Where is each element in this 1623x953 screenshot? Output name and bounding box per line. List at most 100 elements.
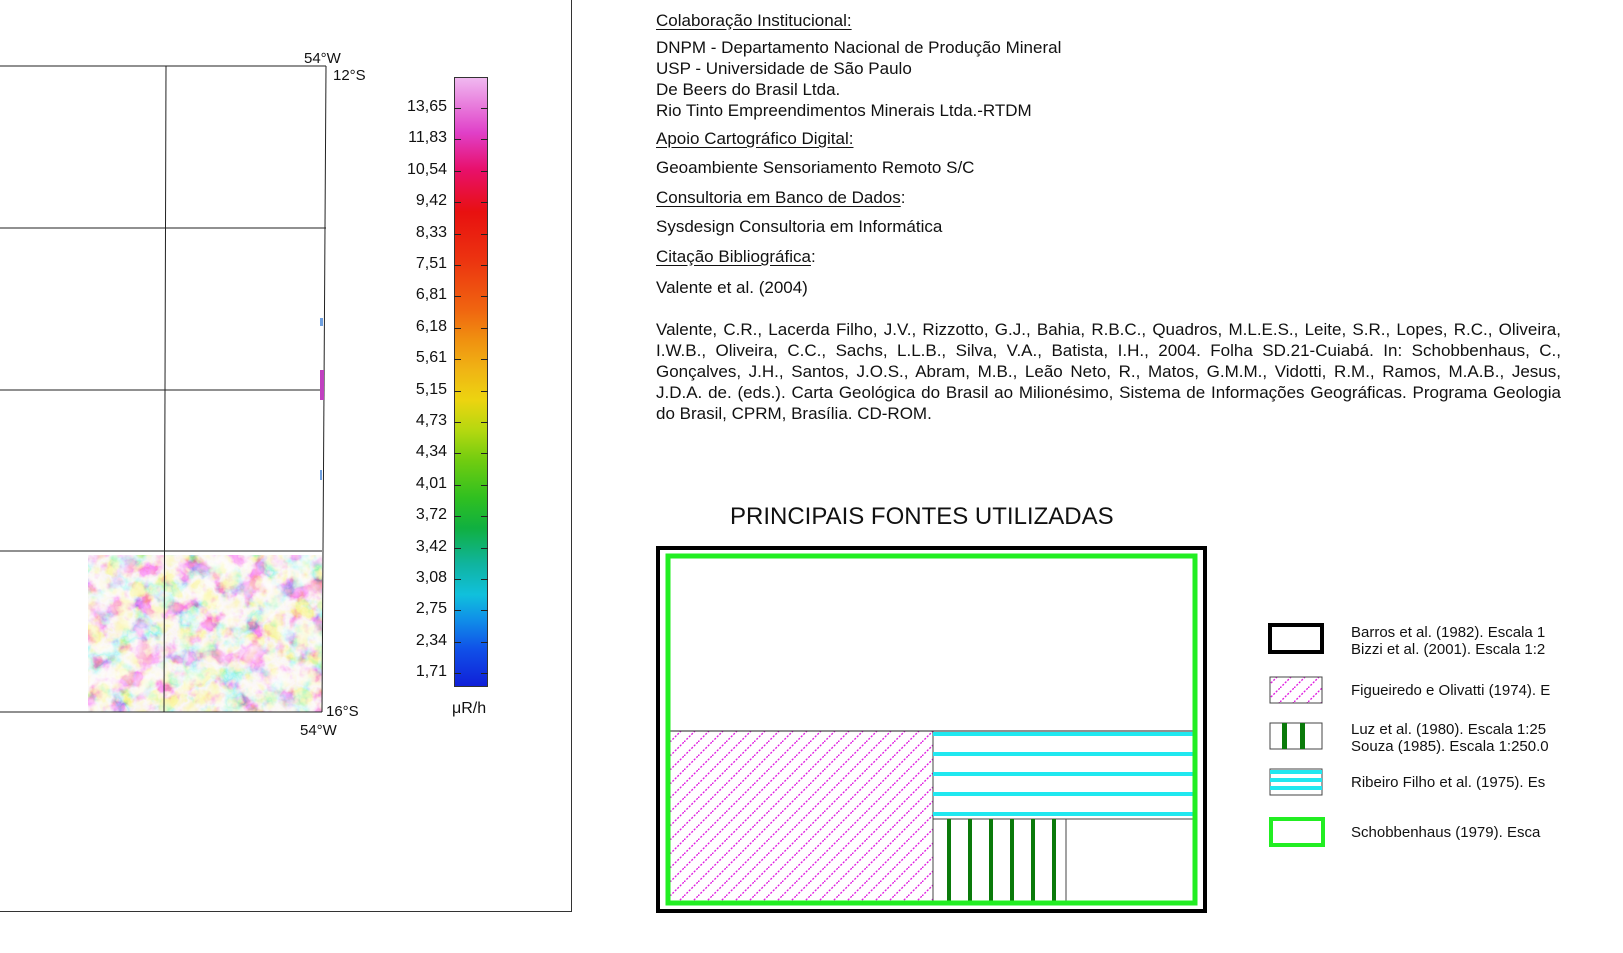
scale-tick <box>454 296 461 297</box>
legend-symbol-ribeiro <box>1266 766 1328 798</box>
scale-tick <box>454 610 461 611</box>
scale-tick <box>454 642 461 643</box>
apoio-text: Geoambiente Sensoriamento Remoto S/C <box>656 157 974 178</box>
scale-tick <box>454 359 461 360</box>
scale-tick <box>481 234 488 235</box>
color-scale-labels: 13,65 11,83 10,54 9,42 8,33 7,51 6,81 6,18 5,61 5… <box>397 77 451 687</box>
scale-tick <box>481 453 488 454</box>
sources-title: PRINCIPAIS FONTES UTILIZADAS <box>730 503 1114 531</box>
citation-text: Valente, C.R., Lacerda Filho, J.V., Rizz… <box>656 319 1561 424</box>
legend-label-barros: Barros et al. (1982). Escala 1 Bizzi et … <box>1351 624 1545 658</box>
legend-line: Barros et al. (1982). Escala 1 <box>1351 624 1545 641</box>
scale-label: 5,61 <box>397 349 447 367</box>
scale-tick <box>481 139 488 140</box>
scale-tick <box>454 485 461 486</box>
colab-line: USP - Universidade de São Paulo <box>656 58 1061 79</box>
legend-symbol-luz <box>1266 720 1328 752</box>
scale-label: 10,54 <box>397 161 447 179</box>
scale-tick <box>481 579 488 580</box>
colab-line: Rio Tinto Empreendimentos Minerais Ltda.… <box>656 100 1061 121</box>
coord-bottom-lat: 16°S <box>326 703 359 720</box>
scale-tick <box>481 265 488 266</box>
scale-tick <box>481 485 488 486</box>
scale-label: 4,73 <box>397 412 447 430</box>
legend-symbol-schobbenhaus <box>1266 814 1328 850</box>
area-figueiredo <box>668 731 933 903</box>
citacao-heading-wrap: Citação Bibliográfica: <box>656 247 816 267</box>
coord-bottom-lon: 54°W <box>300 722 337 739</box>
scale-tick <box>454 265 461 266</box>
scale-tick <box>454 202 461 203</box>
scale-tick <box>481 202 488 203</box>
scale-tick <box>481 516 488 517</box>
area-luz-souza <box>933 819 1066 903</box>
legend-line: Luz et al. (1980). Escala 1:25 <box>1351 721 1549 738</box>
consult-colon: : <box>901 188 906 207</box>
legend-symbol-barros <box>1266 620 1328 658</box>
scale-label: 4,34 <box>397 443 447 461</box>
radiometric-data-patch <box>88 555 322 712</box>
scale-tick <box>454 108 461 109</box>
scale-label: 6,18 <box>397 318 447 336</box>
scale-label: 1,71 <box>397 663 447 681</box>
legend-line: Souza (1985). Escala 1:250.0 <box>1351 738 1549 755</box>
colab-line: DNPM - Departamento Nacional de Produção… <box>656 37 1061 58</box>
consult-heading: Consultoria em Banco de Dados <box>656 188 901 207</box>
colab-list: DNPM - Departamento Nacional de Produção… <box>656 37 1061 121</box>
scale-tick <box>481 108 488 109</box>
scale-label: 6,81 <box>397 286 447 304</box>
scale-tick <box>481 328 488 329</box>
scale-label: 3,72 <box>397 506 447 524</box>
legend-label-figueiredo: Figueiredo e Olivatti (1974). E <box>1351 682 1550 699</box>
scale-tick <box>454 391 461 392</box>
scale-tick <box>454 516 461 517</box>
scale-tick <box>454 548 461 549</box>
scale-label: 11,83 <box>397 129 447 147</box>
scale-label: 3,08 <box>397 569 447 587</box>
scale-tick <box>481 171 488 172</box>
consult-heading-wrap: Consultoria em Banco de Dados: <box>656 188 905 208</box>
legend-symbol-figueiredo <box>1266 674 1328 706</box>
citacao-short: Valente et al. (2004) <box>656 277 808 298</box>
scale-label: 9,42 <box>397 192 447 210</box>
legend-line: Bizzi et al. (2001). Escala 1:2 <box>1351 641 1545 658</box>
apoio-heading: Apoio Cartográfico Digital: <box>656 129 853 149</box>
scale-label: 2,75 <box>397 600 447 618</box>
scale-label: 5,15 <box>397 381 447 399</box>
consult-text: Sysdesign Consultoria em Informática <box>656 216 942 237</box>
legend-label-ribeiro: Ribeiro Filho et al. (1975). Es <box>1351 774 1545 791</box>
legend-label-schobbenhaus: Schobbenhaus (1979). Esca <box>1351 824 1540 841</box>
citacao-heading: Citação Bibliográfica <box>656 247 811 266</box>
scale-tick <box>481 673 488 674</box>
scale-tick <box>454 139 461 140</box>
scale-label: 13,65 <box>397 98 447 116</box>
coord-top-lon: 54°W <box>304 50 341 67</box>
scale-label: 4,01 <box>397 475 447 493</box>
scale-label: 3,42 <box>397 538 447 556</box>
scale-tick <box>454 422 461 423</box>
coord-top-lat: 12°S <box>333 67 366 84</box>
scale-tick <box>454 328 461 329</box>
sources-index-map <box>656 546 1208 914</box>
scale-tick <box>454 171 461 172</box>
scale-tick <box>481 422 488 423</box>
colab-heading: Colaboração Institucional: <box>656 11 852 31</box>
citacao-colon: : <box>811 247 816 266</box>
color-scale-ticks <box>454 77 488 687</box>
scale-tick <box>454 579 461 580</box>
scale-tick <box>481 296 488 297</box>
area-ribeiro-filho <box>933 731 1195 819</box>
scale-tick <box>481 391 488 392</box>
scale-label: 2,34 <box>397 632 447 650</box>
scale-label: 8,33 <box>397 224 447 242</box>
scale-tick <box>481 642 488 643</box>
scale-tick <box>454 673 461 674</box>
scale-label: 7,51 <box>397 255 447 273</box>
scale-tick <box>481 548 488 549</box>
colab-line: De Beers do Brasil Ltda. <box>656 79 1061 100</box>
scale-tick <box>481 359 488 360</box>
scale-tick <box>454 234 461 235</box>
color-scale-unit: μR/h <box>452 700 486 718</box>
scale-tick <box>481 610 488 611</box>
scale-tick <box>454 453 461 454</box>
